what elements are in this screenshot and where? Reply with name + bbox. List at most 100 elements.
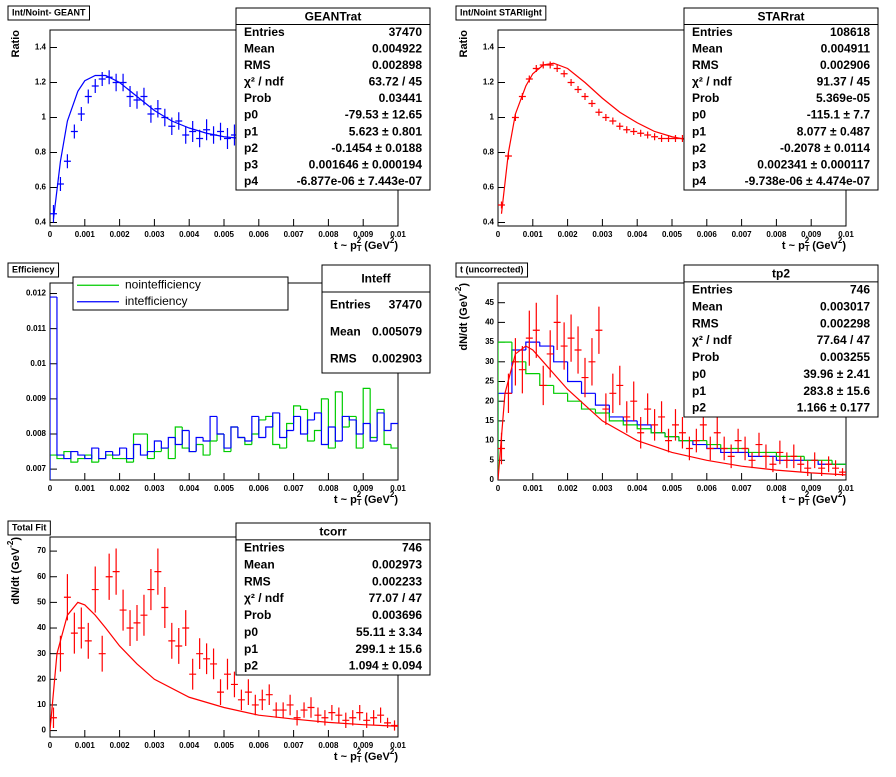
x-tick-label: 0.008 — [318, 484, 339, 493]
stats-value: 37470 — [389, 25, 423, 39]
hist-bin — [334, 426, 343, 442]
error-point — [70, 612, 78, 654]
x-tick-label: 0.01 — [390, 741, 406, 750]
error-point — [713, 416, 721, 449]
y-tick-label: 1 — [42, 113, 47, 122]
hist-bin — [775, 452, 791, 457]
error-point — [126, 86, 134, 107]
error-point — [279, 702, 287, 718]
hist-bin — [525, 341, 540, 350]
error-point — [161, 587, 169, 629]
hist-bin — [553, 346, 568, 363]
stats-value: 0.003017 — [820, 299, 870, 313]
error-point — [623, 126, 631, 134]
hist-bin — [390, 444, 398, 449]
xlabel-part: T — [805, 498, 810, 507]
stats-key: χ² / ndf — [244, 75, 285, 89]
hist-bin — [664, 432, 679, 438]
x-tick-label: 0.001 — [75, 741, 96, 750]
stats-key: p2 — [244, 141, 258, 155]
stats-key: Mean — [330, 325, 361, 339]
error-point — [832, 460, 840, 477]
error-point — [553, 294, 561, 350]
hist-bin — [286, 429, 294, 438]
stats-value: 0.005079 — [372, 325, 422, 339]
hist-bin — [258, 416, 266, 439]
error-point — [77, 107, 85, 121]
y-tick-label: 30 — [37, 649, 46, 658]
hist-bin — [383, 412, 392, 432]
stats-value: 0.03441 — [379, 91, 423, 105]
stats-key: p1 — [244, 642, 258, 656]
error-point — [706, 436, 714, 461]
x-axis-label: t ~ pT2 (GeV2) — [782, 490, 846, 507]
stats-key: Mean — [692, 42, 723, 56]
error-point — [560, 70, 568, 78]
x-axis-label: t ~ pT2 (GeV2) — [334, 236, 398, 253]
y-tick-label: 40 — [37, 623, 46, 632]
error-point — [363, 712, 371, 729]
x-tick-label: 0 — [496, 230, 501, 239]
x-tick-label: 0.001 — [75, 484, 96, 493]
error-point — [133, 91, 141, 109]
stats-value: 299.1 ± 15.6 — [355, 642, 422, 656]
stats-value: 0.003255 — [820, 350, 870, 364]
hist-bin — [139, 444, 148, 456]
x-tick-label: 0.005 — [214, 484, 235, 493]
error-point — [637, 416, 645, 449]
stats-value: 0.003696 — [372, 608, 422, 622]
y-axis-label: Ratio — [10, 30, 22, 58]
error-point — [595, 108, 603, 116]
stats-key: p2 — [692, 401, 706, 415]
stats-key: Prob — [244, 91, 271, 105]
error-point — [70, 124, 78, 139]
error-point — [342, 712, 350, 729]
error-point — [762, 444, 770, 469]
x-tick-label: 0.004 — [179, 230, 200, 239]
xlabel-part: 2 — [838, 236, 843, 245]
error-point — [237, 689, 245, 711]
xlabel-part: ) — [394, 494, 398, 506]
hist-bin — [299, 405, 308, 411]
hist-bin — [70, 450, 78, 459]
x-tick-label: 0.002 — [110, 230, 131, 239]
x-tick-label: 0.009 — [353, 484, 374, 493]
x-tick-label: 0.002 — [110, 484, 131, 493]
hist-bin — [594, 393, 610, 406]
panel-title-box — [7, 262, 60, 278]
stats-box — [235, 522, 431, 676]
x-tick-label: 0.001 — [523, 230, 544, 239]
panel-title-box — [455, 262, 529, 278]
error-point — [588, 100, 596, 107]
hist-bin — [91, 447, 99, 459]
error-point — [553, 65, 561, 72]
hist-bin — [195, 436, 204, 452]
error-point — [203, 119, 211, 141]
stats-key: χ² / ndf — [244, 591, 285, 605]
error-point — [196, 129, 204, 148]
xlabel-part: T — [357, 244, 362, 253]
stats-value: 0.002233 — [372, 574, 422, 588]
y-tick-label: 10 — [37, 700, 46, 709]
error-point — [588, 338, 596, 386]
stats-key: Mean — [692, 299, 723, 313]
xlabel-part: T — [357, 498, 362, 507]
error-point — [630, 128, 638, 135]
x-tick-label: 0 — [48, 230, 53, 239]
hist-bin — [622, 420, 638, 426]
error-point — [811, 452, 819, 469]
error-point — [581, 93, 589, 100]
stats-value: 1.166 ± 0.177 — [797, 401, 871, 415]
hist-bin — [747, 452, 763, 457]
x-tick-label: 0.005 — [214, 741, 235, 750]
hist-bin — [650, 428, 666, 434]
error-point — [546, 61, 554, 69]
error-point — [370, 710, 378, 726]
error-point — [665, 428, 672, 453]
hist-bin — [216, 416, 224, 435]
xlabel-part: 2 — [357, 490, 362, 499]
x-tick-label: 0.008 — [318, 230, 339, 239]
error-point — [755, 432, 763, 457]
hist-bin — [608, 413, 624, 422]
